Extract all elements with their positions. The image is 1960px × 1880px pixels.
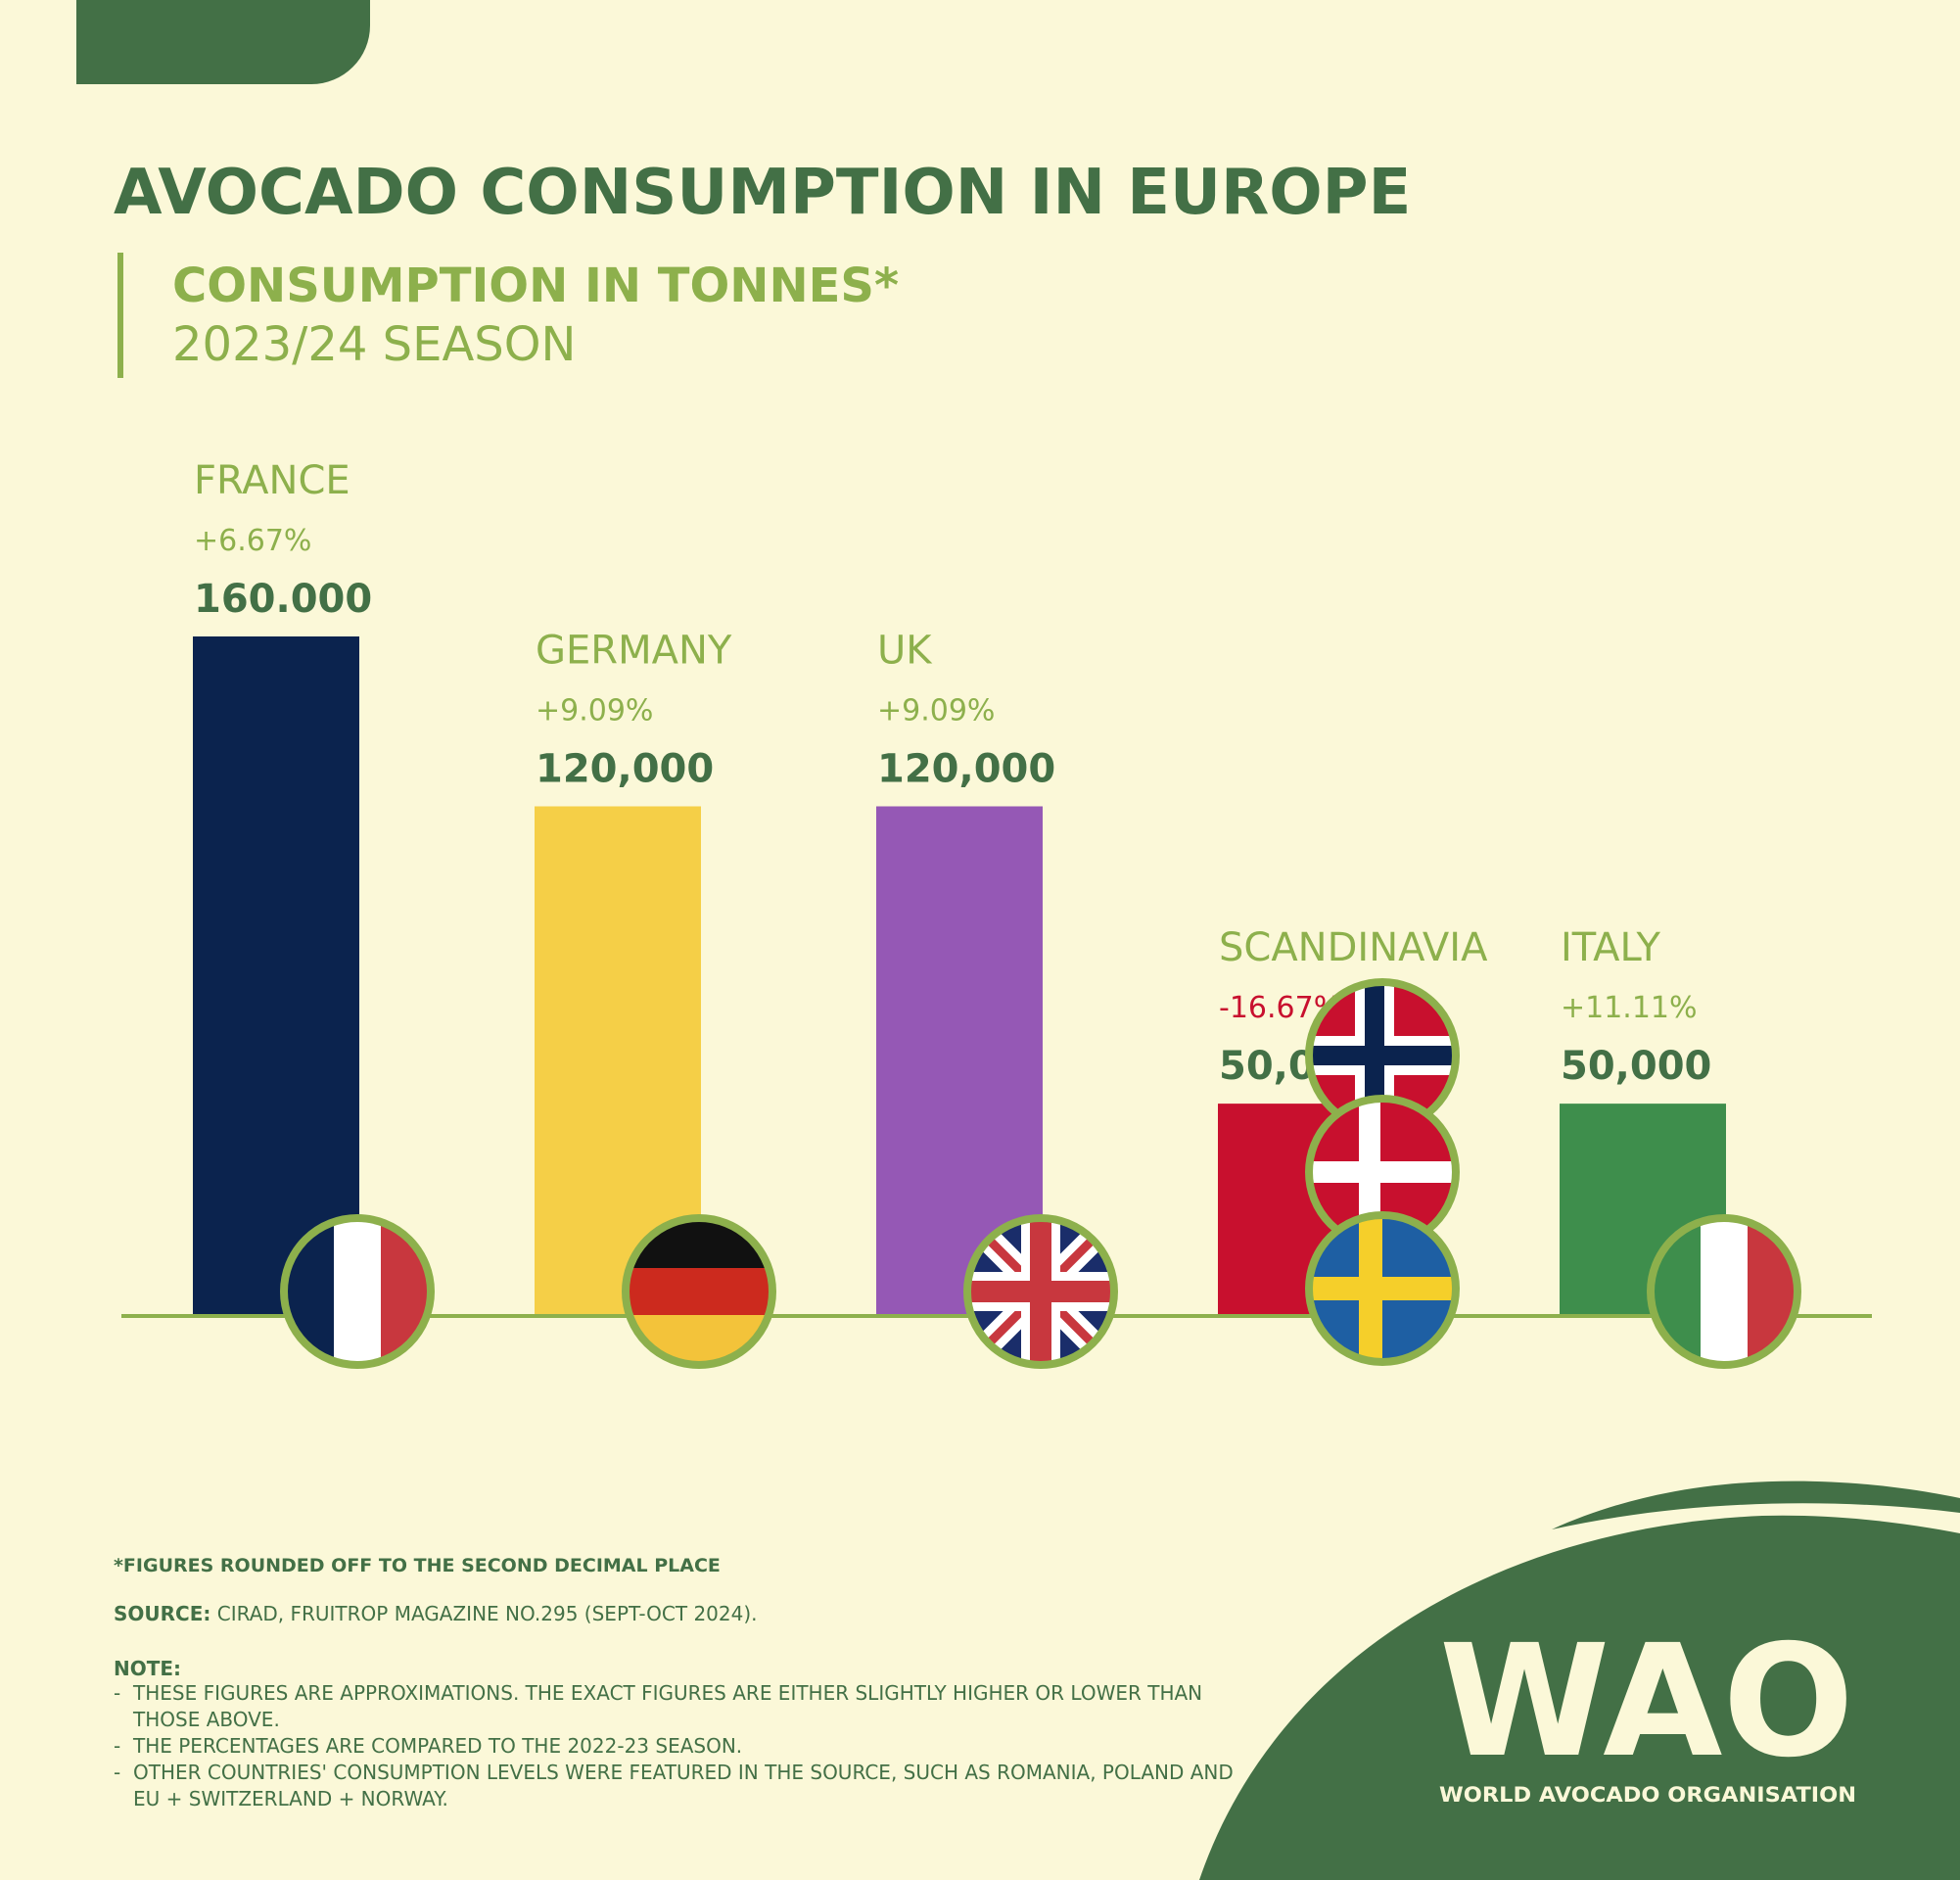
note-label: NOTE: [114, 1657, 182, 1680]
logo-background-shape [1199, 1515, 1960, 1880]
category-label: SCANDINAVIA [1219, 925, 1488, 970]
denmark-flag-icon [1312, 1102, 1453, 1243]
rounding-footnote: *FIGURES ROUNDED OFF TO THE SECOND DECIM… [114, 1555, 721, 1576]
logo-text: WORLD AVOCADO ORGANISATION [1439, 1783, 1856, 1807]
season-label: 2023/24 SEASON [172, 317, 577, 372]
subtitle-accent-bar [117, 253, 123, 378]
flag-cross [970, 1281, 1111, 1302]
note-item: THESE FIGURES ARE APPROXIMATIONS. THE EX… [114, 1680, 1239, 1733]
value-label: 160.000 [194, 577, 372, 622]
flag-ring [1647, 1214, 1801, 1369]
note-item: OTHER COUNTRIES' CONSUMPTION LEVELS WERE… [114, 1760, 1239, 1812]
notes-list: THESE FIGURES ARE APPROXIMATIONS. THE EX… [114, 1680, 1239, 1812]
flag-stripe [1701, 1221, 1748, 1362]
category-label: FRANCE [194, 458, 350, 503]
flag-ring [1305, 1211, 1460, 1366]
flag-stripe [629, 1268, 770, 1315]
category-label: UK [877, 629, 933, 674]
value-label: 120,000 [877, 747, 1055, 792]
logo-swoosh-shape [1552, 1480, 1960, 1529]
flag-cross [1312, 1046, 1453, 1065]
source-text: CIRAD, FRUITROP MAGAZINE NO.295 (SEPT-OC… [210, 1602, 758, 1625]
source-label: SOURCE: [114, 1602, 211, 1625]
category-label: ITALY [1561, 925, 1660, 970]
change-label: +9.09% [877, 694, 995, 728]
page-title: AVOCADO CONSUMPTION IN EUROPE [114, 157, 1412, 229]
value-label: 50,000 [1561, 1044, 1711, 1089]
change-label: +11.11% [1561, 991, 1698, 1025]
bar-france [193, 636, 359, 1316]
flag-ring [622, 1214, 776, 1369]
top-tab-decoration [76, 0, 370, 84]
sweden-flag-icon [1312, 1218, 1453, 1359]
source-citation: SOURCE: CIRAD, FRUITROP MAGAZINE NO.295 … [114, 1602, 758, 1625]
flag-stripe [334, 1221, 381, 1362]
chart-subtitle: CONSUMPTION IN TONNES* [172, 258, 900, 313]
flag-cross [1312, 1161, 1453, 1183]
category-label: GERMANY [536, 629, 732, 674]
flag-ring [963, 1214, 1118, 1369]
flag-cross [1312, 1277, 1453, 1300]
flag-ring [280, 1214, 435, 1369]
bar-chart: 160.000 +6.67% FRANCE 120,000 +9.09% GERMANY 1… [121, 458, 1872, 1369]
change-label: +9.09% [536, 694, 653, 728]
note-item: THE PERCENTAGES ARE COMPARED TO THE 2022… [114, 1733, 1239, 1760]
uk-flag-icon [970, 1221, 1111, 1362]
value-label: 120,000 [536, 747, 714, 792]
logo-mark: WAO [1439, 1612, 1854, 1792]
change-label: +6.67% [194, 524, 311, 558]
